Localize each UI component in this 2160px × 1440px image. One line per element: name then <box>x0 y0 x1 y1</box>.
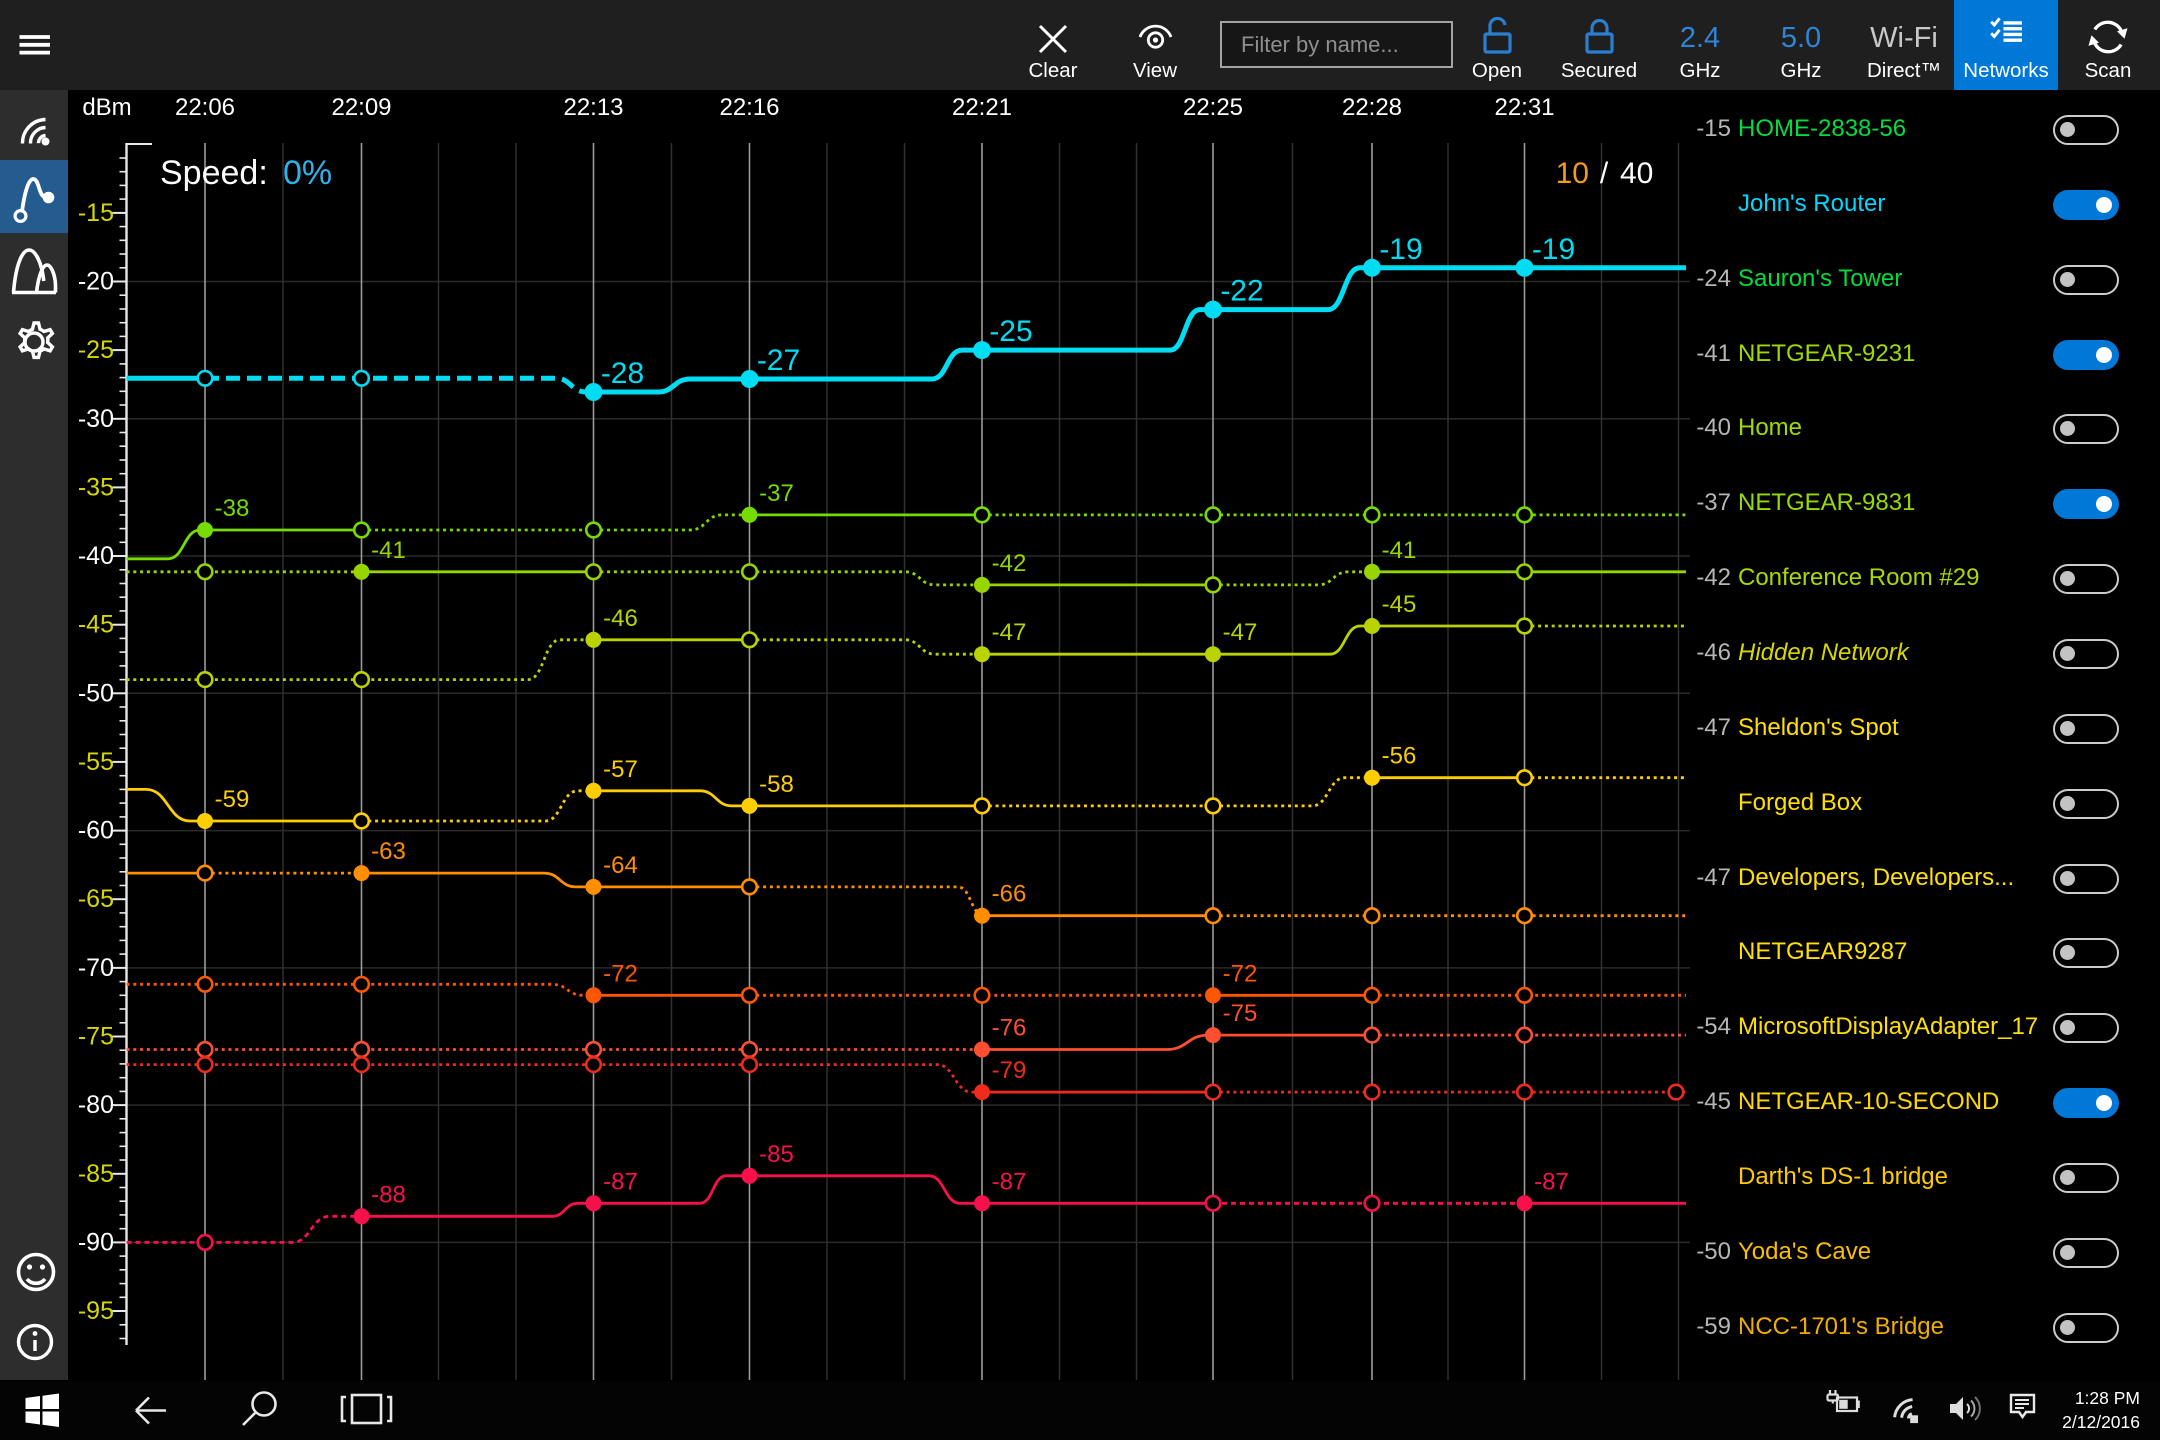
svg-text:-66: -66 <box>992 881 1027 908</box>
svg-text:-30: -30 <box>78 405 114 433</box>
svg-text:-85: -85 <box>759 1141 794 1168</box>
svg-text:-75: -75 <box>78 1023 114 1051</box>
svg-text:-87: -87 <box>992 1168 1027 1195</box>
svg-text:-72: -72 <box>603 960 638 987</box>
svg-text:-76: -76 <box>992 1015 1027 1042</box>
svg-text:-70: -70 <box>78 954 114 982</box>
svg-text:22:16: 22:16 <box>719 94 779 121</box>
svg-text:-65: -65 <box>78 885 114 913</box>
svg-text:-80: -80 <box>78 1091 114 1119</box>
svg-text:-41: -41 <box>371 537 406 564</box>
svg-text:View: View <box>1133 59 1177 82</box>
svg-text:Wi-Fi: Wi-Fi <box>1870 22 1938 54</box>
svg-text:-50: -50 <box>78 679 114 707</box>
svg-text:22:28: 22:28 <box>1342 94 1402 121</box>
svg-text:40: 40 <box>1620 157 1653 190</box>
svg-text:-47: -47 <box>992 619 1027 646</box>
svg-text:-57: -57 <box>603 756 638 783</box>
svg-text:-47: -47 <box>1223 619 1258 646</box>
svg-text:-45: -45 <box>78 611 114 639</box>
svg-text:-35: -35 <box>78 473 114 501</box>
svg-text:2/12/2016: 2/12/2016 <box>2062 1412 2140 1432</box>
svg-text:1:28 PM: 1:28 PM <box>2075 1388 2140 1408</box>
svg-text:-55: -55 <box>78 748 114 776</box>
svg-text:-40: -40 <box>78 542 114 570</box>
svg-text:-87: -87 <box>1534 1168 1569 1195</box>
svg-text:22:21: 22:21 <box>952 94 1012 121</box>
svg-text:Networks: Networks <box>1963 59 2048 82</box>
svg-text:-87: -87 <box>603 1168 638 1195</box>
svg-text:22:09: 22:09 <box>331 94 391 121</box>
svg-text:-59: -59 <box>215 786 250 813</box>
svg-text:22:31: 22:31 <box>1494 94 1554 121</box>
svg-text:Speed:: Speed: <box>160 154 268 192</box>
svg-text:Scan: Scan <box>2085 59 2132 82</box>
svg-text:Direct™: Direct™ <box>1867 59 1941 82</box>
svg-text:GHz: GHz <box>1781 59 1822 82</box>
svg-text:22:06: 22:06 <box>175 94 235 121</box>
svg-text:-64: -64 <box>603 852 638 879</box>
svg-text:-37: -37 <box>759 480 794 507</box>
svg-text:0%: 0% <box>283 154 332 192</box>
svg-text:-75: -75 <box>1223 1000 1258 1027</box>
svg-text:22:25: 22:25 <box>1183 94 1243 121</box>
svg-text:-90: -90 <box>78 1228 114 1256</box>
svg-text:-42: -42 <box>992 550 1027 577</box>
svg-text:-60: -60 <box>78 817 114 845</box>
svg-text:-56: -56 <box>1382 743 1417 770</box>
svg-text:-28: -28 <box>601 357 644 390</box>
svg-text:-58: -58 <box>759 771 794 798</box>
svg-text:-22: -22 <box>1220 275 1263 308</box>
svg-text:-85: -85 <box>78 1160 114 1188</box>
svg-text:-25: -25 <box>989 315 1032 348</box>
svg-text:Clear: Clear <box>1029 59 1078 82</box>
svg-text:dBm: dBm <box>82 94 131 121</box>
svg-text:-79: -79 <box>992 1057 1027 1084</box>
svg-text:-41: -41 <box>1382 537 1417 564</box>
svg-text:5.0: 5.0 <box>1781 22 1821 54</box>
svg-text:-15: -15 <box>78 199 114 227</box>
svg-text:-25: -25 <box>78 336 114 364</box>
svg-text:-88: -88 <box>371 1181 406 1208</box>
svg-text:-19: -19 <box>1379 233 1422 266</box>
svg-text:Open: Open <box>1472 59 1522 82</box>
svg-text:-72: -72 <box>1223 960 1258 987</box>
svg-text:-45: -45 <box>1382 591 1417 618</box>
svg-text:-27: -27 <box>757 344 800 377</box>
svg-text:-38: -38 <box>215 495 250 522</box>
svg-text:GHz: GHz <box>1680 59 1721 82</box>
svg-text:-19: -19 <box>1532 233 1575 266</box>
svg-text:-46: -46 <box>603 605 638 632</box>
svg-text:-63: -63 <box>371 838 406 865</box>
svg-text:/: / <box>1600 157 1609 190</box>
svg-text:-95: -95 <box>78 1297 114 1325</box>
svg-text:22:13: 22:13 <box>563 94 623 121</box>
svg-text:10: 10 <box>1556 157 1589 190</box>
svg-text:2.4: 2.4 <box>1680 22 1720 54</box>
svg-text:-20: -20 <box>78 268 114 296</box>
svg-text:Secured: Secured <box>1561 59 1637 82</box>
